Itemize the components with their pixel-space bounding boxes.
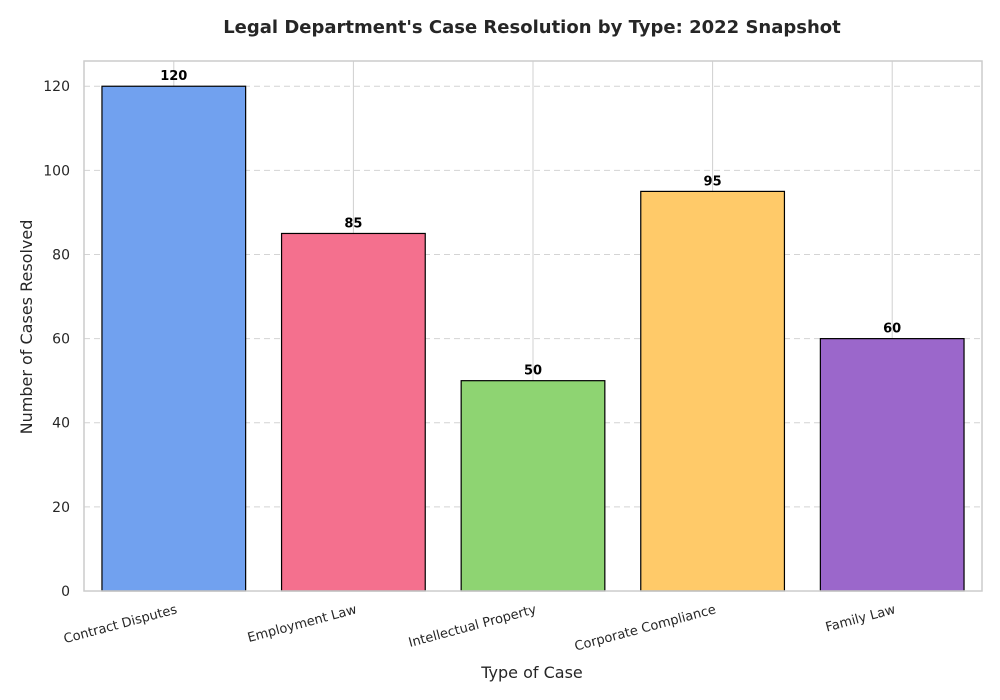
data-label: 85 [344, 216, 362, 231]
plot-frame [83, 60, 983, 592]
bar-family-law [819, 338, 965, 592]
y-tick-label: 120 [43, 79, 70, 95]
y-tick-label: 0 [61, 584, 70, 600]
x-tick-label: Contract Disputes [62, 602, 179, 647]
data-labels: 120 85 50 95 60 [160, 69, 901, 378]
x-axis-ticks: Contract Disputes Employment Law Intellect… [62, 602, 897, 654]
bar-contract-disputes [101, 85, 247, 592]
x-tick-label: Corporate Compliance [573, 602, 718, 654]
bar-intellectual-property [460, 380, 606, 592]
y-tick-label: 40 [52, 416, 70, 432]
x-tick-label: Intellectual Property [407, 602, 538, 651]
data-label: 95 [704, 174, 722, 189]
y-axis-ticks: 0 20 40 60 80 100 120 [43, 79, 70, 600]
bars [101, 85, 965, 592]
x-tick-label: Family Law [824, 602, 898, 635]
chart-title: Legal Department's Case Resolution by Ty… [223, 17, 841, 38]
x-axis-label: Type of Case [480, 663, 583, 682]
y-axis-label: Number of Cases Resolved [17, 220, 36, 435]
data-label: 60 [883, 322, 901, 337]
y-tick-label: 20 [52, 500, 70, 516]
data-label: 50 [524, 364, 542, 379]
x-tick-label: Employment Law [246, 602, 359, 646]
y-tick-label: 80 [52, 247, 70, 263]
data-label: 120 [160, 69, 187, 84]
bar-corporate-compliance [640, 190, 786, 592]
y-tick-label: 60 [52, 332, 70, 348]
bar-employment-law [280, 232, 426, 592]
y-tick-label: 100 [43, 163, 70, 179]
